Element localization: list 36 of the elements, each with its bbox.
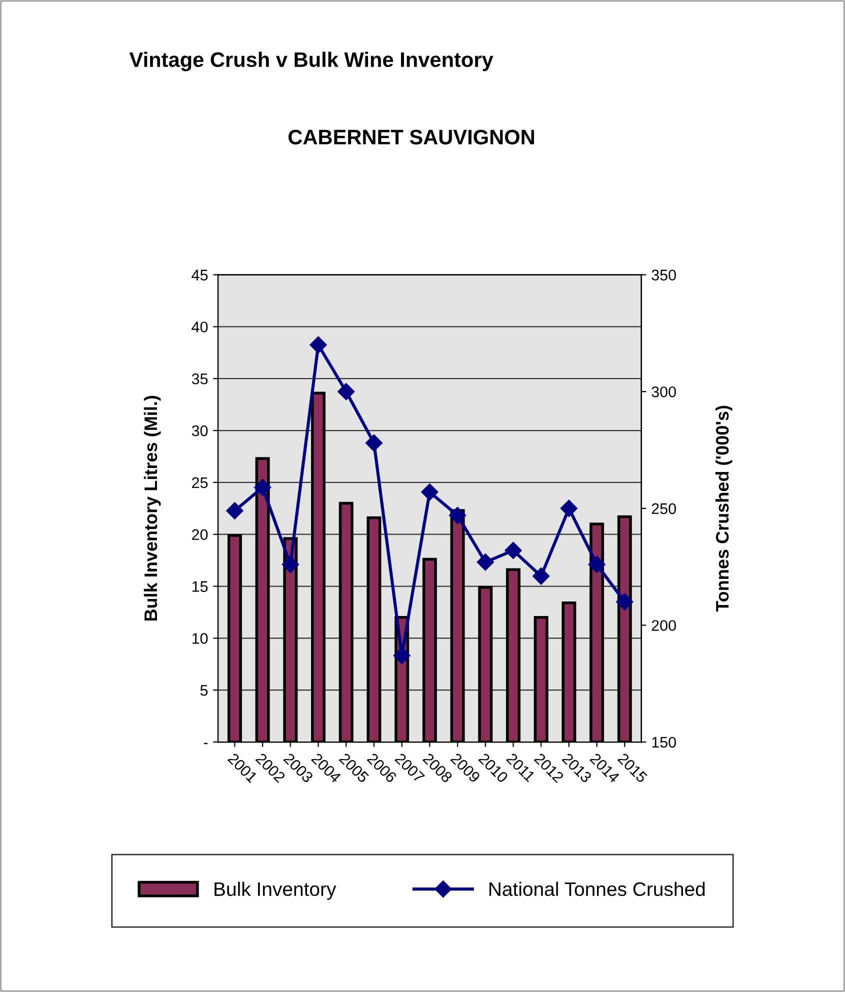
point xyxy=(393,647,410,664)
y-tick-label: 30 xyxy=(192,425,208,436)
point xyxy=(421,483,438,501)
point xyxy=(226,502,244,520)
y2-tick-label: 350 xyxy=(652,270,676,280)
y-tick-label: 15 xyxy=(192,581,208,592)
point xyxy=(616,593,634,610)
point xyxy=(588,556,606,574)
y-axis-title: Bulk Inventory Litres (Mil.) xyxy=(144,396,161,621)
chart-subtitle: CABERNET SAUVIGNON xyxy=(288,130,534,144)
point xyxy=(560,500,578,517)
y2-tick-label: 200 xyxy=(652,620,676,631)
point xyxy=(365,434,383,452)
y-tick-label: - xyxy=(204,742,208,744)
y-tick-label: 35 xyxy=(192,373,208,384)
point xyxy=(476,554,494,571)
point xyxy=(504,542,522,560)
y-tick-label: 10 xyxy=(192,633,208,644)
point xyxy=(532,568,550,585)
y-tick-label: 40 xyxy=(192,322,208,332)
chart-title: Vintage Crush v Bulk Wine Inventory xyxy=(129,52,494,72)
point xyxy=(338,383,355,400)
legend-label: Bulk Inventory xyxy=(214,882,336,900)
point xyxy=(254,478,272,496)
y-tick-label: 5 xyxy=(200,685,208,696)
y2-tick-label: 250 xyxy=(652,503,676,514)
y2-tick-label: 150 xyxy=(652,736,676,748)
y-tick-label: 20 xyxy=(192,529,208,540)
point xyxy=(282,556,299,574)
y2-axis-title: Tonnes Crushed ('000's) xyxy=(715,406,732,612)
y-tick-label: 45 xyxy=(192,270,208,280)
y-tick-label: 25 xyxy=(192,477,208,488)
y2-tick-label: 300 xyxy=(652,386,676,398)
point xyxy=(310,336,327,354)
legend-label: National Tonnes Crushed xyxy=(489,882,705,896)
point xyxy=(448,506,466,524)
